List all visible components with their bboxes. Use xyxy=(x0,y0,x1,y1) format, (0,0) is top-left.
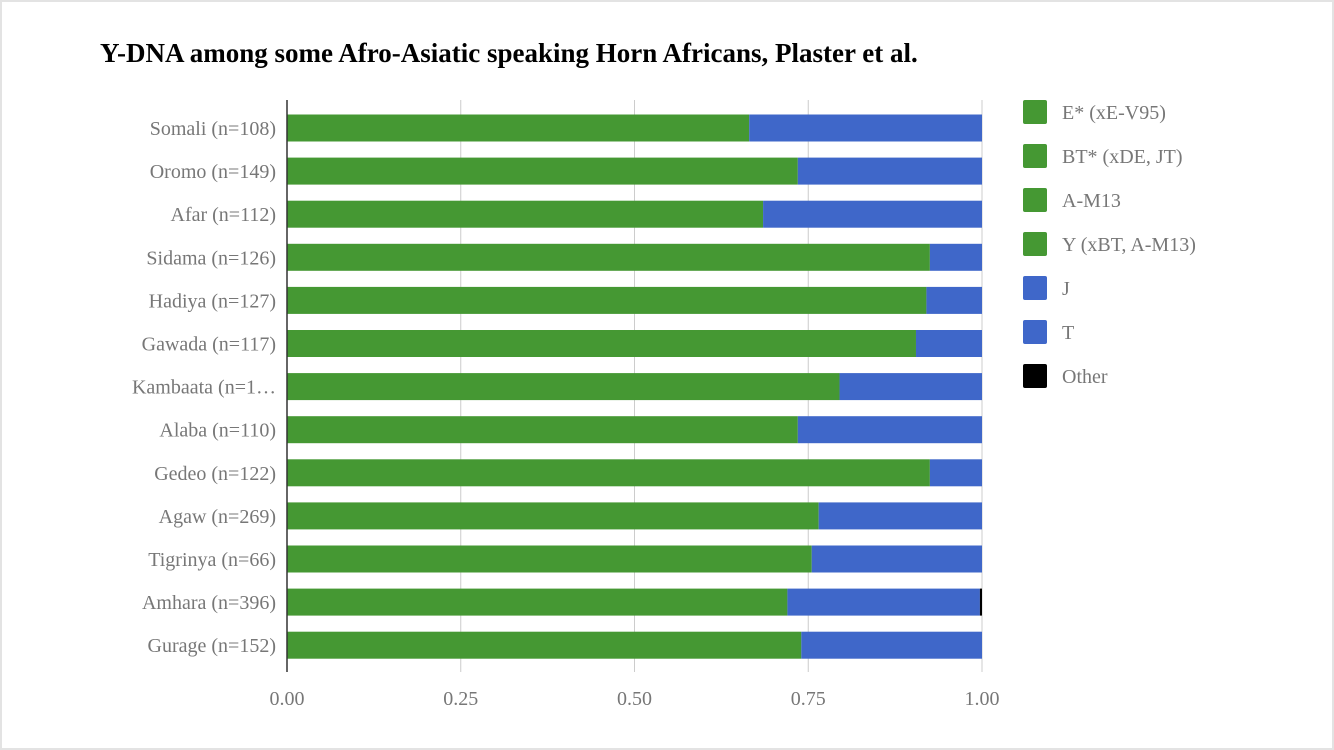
legend-swatch xyxy=(1023,188,1047,212)
category-label: Oromo (n=149) xyxy=(150,161,276,183)
legend-swatch xyxy=(1023,100,1047,124)
bar-segment xyxy=(287,588,788,616)
category-label: Tigrinya (n=66) xyxy=(148,549,276,571)
bar-segment xyxy=(839,373,982,401)
category-label: Agaw (n=269) xyxy=(159,506,276,528)
category-label: Hadiya (n=127) xyxy=(149,290,276,312)
chart-title: Y-DNA among some Afro-Asiatic speaking H… xyxy=(100,38,918,68)
legend-label: A-M13 xyxy=(1062,190,1121,212)
category-label: Kambaata (n=1… xyxy=(132,377,276,399)
bar-segment xyxy=(787,588,980,616)
bar-segment xyxy=(287,631,802,659)
x-tick-label: 0.00 xyxy=(270,688,305,710)
bar-segment xyxy=(915,330,982,357)
legend-label: Other xyxy=(1062,366,1108,388)
bar-segment xyxy=(818,502,982,530)
category-label: Somali (n=108) xyxy=(150,118,276,140)
legend-swatch xyxy=(1023,364,1047,388)
bar-segment xyxy=(287,459,930,487)
legend-label: BT* (xDE, JT) xyxy=(1062,146,1183,168)
bar-segment xyxy=(287,373,840,401)
bars xyxy=(287,114,982,659)
legend-swatch xyxy=(1023,232,1047,256)
x-tick-label: 0.50 xyxy=(617,688,652,710)
axes: 0.00 0.25 0.50 0.75 1.00 Somali (n=108) Oromo … xyxy=(132,100,1000,710)
legend-swatch xyxy=(1023,144,1047,168)
bar-segment xyxy=(287,243,930,271)
bar-segment xyxy=(287,286,927,314)
bar-segment xyxy=(811,545,982,573)
bar-segment xyxy=(287,157,798,185)
legend: E* (xE-V95) BT* (xDE, JT) A-M13 Y (xBT, A-M… xyxy=(1023,100,1196,388)
x-tick-label: 0.25 xyxy=(443,688,478,710)
legend-label: E* (xE-V95) xyxy=(1062,102,1166,124)
legend-label: T xyxy=(1062,322,1074,344)
category-label: Afar (n=112) xyxy=(171,204,277,226)
bar-segment xyxy=(287,502,819,530)
legend-swatch xyxy=(1023,276,1047,300)
category-label: Gedeo (n=122) xyxy=(154,463,276,485)
legend-label: J xyxy=(1062,278,1070,300)
bar-segment xyxy=(287,200,764,228)
x-tick-label: 1.00 xyxy=(965,688,1000,710)
bar-segment xyxy=(287,330,916,357)
legend-label: Y (xBT, A-M13) xyxy=(1062,234,1196,256)
bar-segment xyxy=(926,286,982,314)
category-label: Sidama (n=126) xyxy=(146,247,276,269)
bar-segment xyxy=(797,157,982,185)
legend-swatch xyxy=(1023,320,1047,344)
bar-segment xyxy=(797,416,982,444)
bar-segment xyxy=(929,243,982,271)
category-label: Alaba (n=110) xyxy=(159,420,276,442)
bar-segment xyxy=(287,545,812,573)
bar-segment xyxy=(801,631,982,659)
bar-segment xyxy=(287,114,750,142)
bar-segment xyxy=(979,588,982,616)
category-label: Gurage (n=152) xyxy=(148,635,276,657)
bar-segment xyxy=(287,416,798,444)
category-label: Amhara (n=396) xyxy=(142,592,276,614)
x-tick-label: 0.75 xyxy=(791,688,826,710)
bar-segment xyxy=(929,459,982,487)
bar-segment xyxy=(749,114,982,142)
category-label: Gawada (n=117) xyxy=(142,334,276,356)
bar-segment xyxy=(763,200,982,228)
